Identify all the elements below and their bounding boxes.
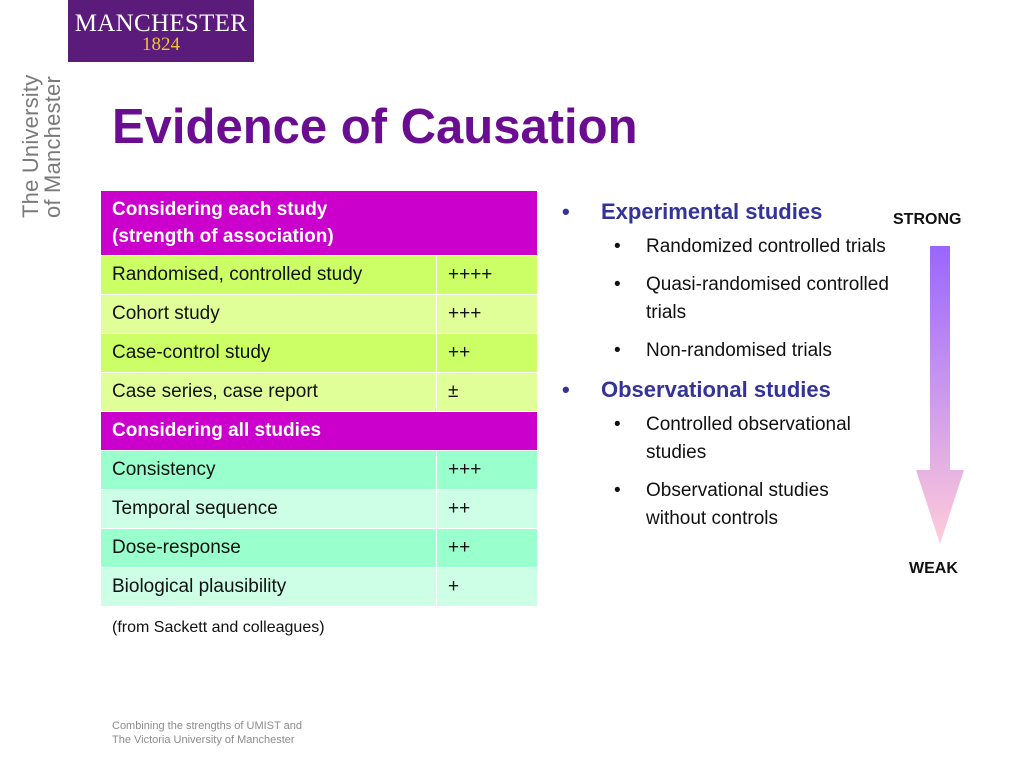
bullet-icon: • <box>614 236 621 257</box>
list-item-heading: • Experimental studies <box>562 197 892 227</box>
row-value: +++ <box>436 294 537 334</box>
list-item-text: Randomized controlled trials <box>646 236 886 257</box>
row-label: Cohort study <box>101 294 437 334</box>
scale-label-strong: STRONG <box>893 211 962 228</box>
row-value: ± <box>436 372 537 412</box>
heading-text: Observational studies <box>601 377 831 402</box>
table-row: Case series, case report ± <box>101 372 537 412</box>
header-line-2: (strength of association) <box>112 226 334 247</box>
footer-note: Combining the strengths of UMIST and The… <box>112 719 302 747</box>
list-item-heading: • Observational studies <box>562 375 892 405</box>
list-item: • Controlled observational studies <box>614 411 892 467</box>
list-item: • Quasi-randomised controlled trials <box>614 271 892 327</box>
list-item: • Observational studies without controls <box>614 477 892 533</box>
list-item-text: Controlled observational studies <box>646 414 851 463</box>
down-arrow-icon <box>916 246 964 544</box>
logo-year: 1824 <box>142 34 180 55</box>
bullet-icon: • <box>614 480 621 501</box>
row-value: + <box>436 567 537 607</box>
list-item-text: Quasi-randomised controlled trials <box>646 274 889 323</box>
scale-label-weak: WEAK <box>909 560 958 577</box>
logo-name: MANCHESTER <box>74 10 248 37</box>
section-header-cell: Considering all studies <box>101 411 537 451</box>
row-label: Case series, case report <box>101 372 437 412</box>
bullet-icon: • <box>562 377 570 402</box>
table-header-cell: Considering each study (strength of asso… <box>101 191 537 256</box>
table-row: Randomised, controlled study ++++ <box>101 255 537 295</box>
row-label: Temporal sequence <box>101 489 437 529</box>
university-wordmark: The University of Manchester <box>18 58 65 218</box>
table-row: Dose-response ++ <box>101 528 537 568</box>
table-header-row: Considering each study (strength of asso… <box>101 191 537 256</box>
heading-text: Experimental studies <box>601 199 823 224</box>
page-title: Evidence of Causation <box>112 100 638 154</box>
bullet-icon: • <box>562 199 570 224</box>
study-types-list: • Experimental studies • Randomized cont… <box>562 197 892 543</box>
table-row: Consistency +++ <box>101 450 537 490</box>
row-value: ++++ <box>436 255 537 295</box>
footer-line-1: Combining the strengths of UMIST and <box>112 720 302 732</box>
bullet-icon: • <box>614 414 621 435</box>
list-item: • Randomized controlled trials <box>614 233 892 261</box>
row-label: Randomised, controlled study <box>101 255 437 295</box>
row-label: Dose-response <box>101 528 437 568</box>
table-row: Case-control study ++ <box>101 333 537 373</box>
row-value: +++ <box>436 450 537 490</box>
list-item-text: Non-randomised trials <box>646 340 832 361</box>
table-section-header-row: Considering all studies <box>101 411 537 451</box>
list-item-text: Observational studies without controls <box>646 480 829 529</box>
university-logo: MANCHESTER 1824 <box>68 0 254 62</box>
table-row: Cohort study +++ <box>101 294 537 334</box>
table-row: Biological plausibility + <box>101 567 537 607</box>
wordmark-line-1: The University <box>18 74 43 218</box>
wordmark-line-2: of Manchester <box>40 75 65 218</box>
row-label: Biological plausibility <box>101 567 437 607</box>
footer-line-2: The Victoria University of Manchester <box>112 734 295 746</box>
header-line-1: Considering each study <box>112 199 328 220</box>
source-note: (from Sackett and colleagues) <box>112 619 325 636</box>
bullet-icon: • <box>614 340 621 361</box>
row-label: Case-control study <box>101 333 437 373</box>
table-row: Temporal sequence ++ <box>101 489 537 529</box>
row-value: ++ <box>436 489 537 529</box>
row-value: ++ <box>436 333 537 373</box>
causation-table: Considering each study (strength of asso… <box>101 191 537 607</box>
list-item: • Non-randomised trials <box>614 337 892 365</box>
row-value: ++ <box>436 528 537 568</box>
bullet-icon: • <box>614 274 621 295</box>
row-label: Consistency <box>101 450 437 490</box>
